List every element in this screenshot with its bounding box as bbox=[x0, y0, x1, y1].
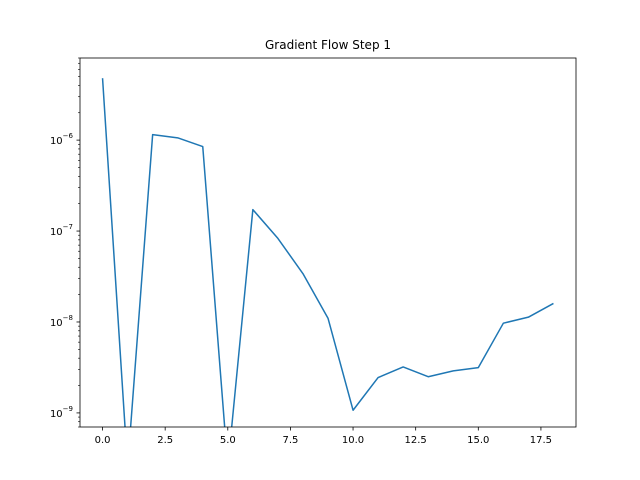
y-tick-label: 10−7 bbox=[50, 223, 73, 238]
y-tick-label: 10−9 bbox=[50, 405, 73, 420]
y-tick-label: 10−8 bbox=[50, 314, 73, 329]
x-tick-label: 5.0 bbox=[220, 435, 236, 446]
x-tick-label: 15.0 bbox=[467, 435, 489, 446]
x-tick-label: 12.5 bbox=[405, 435, 427, 446]
y-axis: 10−9 10−8 10−7 10−6 bbox=[50, 57, 80, 428]
x-tick-label: 10.0 bbox=[342, 435, 364, 446]
chart-title: Gradient Flow Step 1 bbox=[265, 38, 391, 52]
x-tick-label: 17.5 bbox=[530, 435, 552, 446]
x-tick-label: 2.5 bbox=[157, 435, 173, 446]
x-tick-label: 0.0 bbox=[95, 435, 111, 446]
plot-area bbox=[101, 78, 554, 427]
x-axis: 0.0 2.5 5.0 7.5 10.0 12.5 15.0 17.5 bbox=[95, 427, 552, 446]
x-tick-label: 7.5 bbox=[282, 435, 298, 446]
series-line bbox=[101, 78, 554, 427]
plot-frame bbox=[79, 57, 577, 428]
y-tick-label: 10−6 bbox=[50, 132, 74, 147]
